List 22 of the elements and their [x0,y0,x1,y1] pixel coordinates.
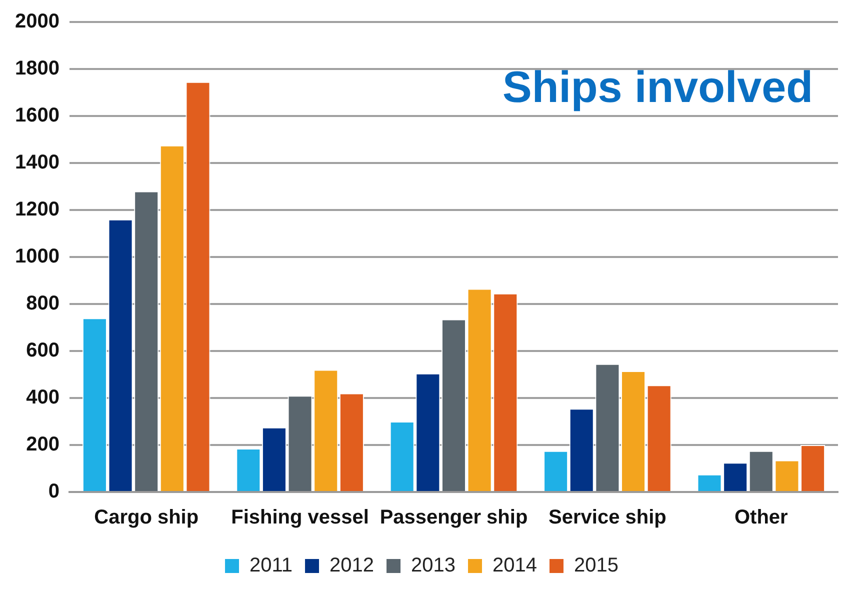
y-tick-label: 2000 [14,10,60,33]
y-tick-label: 800 [26,292,60,315]
y-tick-label: 1600 [14,104,60,127]
legend-label: 2013 [411,554,456,577]
y-tick-label: 1000 [14,246,60,268]
legend-label: 2015 [574,554,618,577]
y-tick-label: 1400 [14,152,60,174]
y-tick-label: 0 [48,480,60,503]
y-tick-label: 600 [26,340,60,362]
x-tick-label: Cargo ship [94,506,199,529]
y-tick-label: 200 [26,434,60,456]
y-tick-label: 1200 [14,198,60,221]
x-tick-label: Fishing vessel [231,506,369,529]
legend-label: 2014 [492,554,538,577]
y-tick-label: 400 [26,386,60,409]
y-tick-label: 1800 [14,58,60,80]
text: Ships involved [502,63,813,112]
legend-label: 2012 [330,554,374,577]
legend-label: 2011 [250,554,293,577]
x-tick-label: Service ship [548,506,666,529]
x-tick-label: Other [734,506,788,529]
x-tick-label: Passenger ship [380,506,528,529]
